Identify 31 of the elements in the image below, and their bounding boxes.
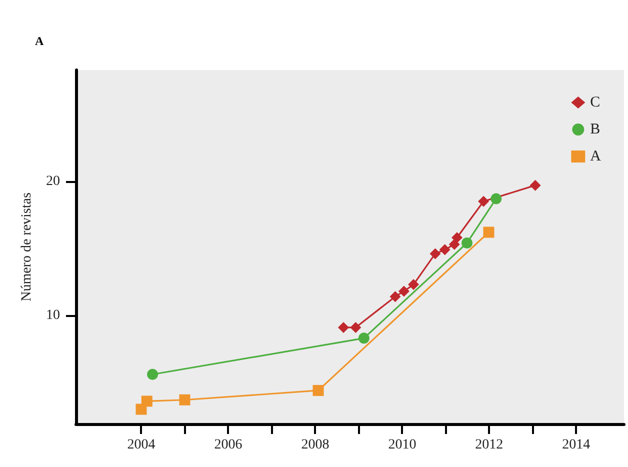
point [430,248,441,260]
x-tick-label: 2014 [562,438,590,452]
point [451,232,462,244]
point [358,332,370,344]
x-tick-label: 2006 [214,438,242,452]
point [462,237,472,248]
point [338,322,349,333]
x-tick-label: 2008 [301,438,330,452]
point [530,180,541,191]
point [350,322,362,333]
y-tick-label: 10 [46,308,60,323]
x-tick-label: 2010 [388,438,416,452]
point [147,368,158,380]
point [141,396,152,407]
point [439,244,450,256]
point [490,193,502,204]
point [398,286,410,297]
point [478,196,490,207]
point [312,384,324,396]
chart-title: A [35,34,44,48]
y-axis-title: Número de revistas [20,192,34,302]
legend-label: B [590,122,600,138]
point [408,279,419,290]
x-tick-label: 2004 [127,438,156,452]
legend-label: C [590,94,600,110]
y-tick-label: 20 [46,174,60,189]
point [483,226,494,238]
point [179,394,190,406]
legend-label: A [590,148,602,164]
x-tick-label: 2012 [475,438,504,452]
point [390,291,401,302]
